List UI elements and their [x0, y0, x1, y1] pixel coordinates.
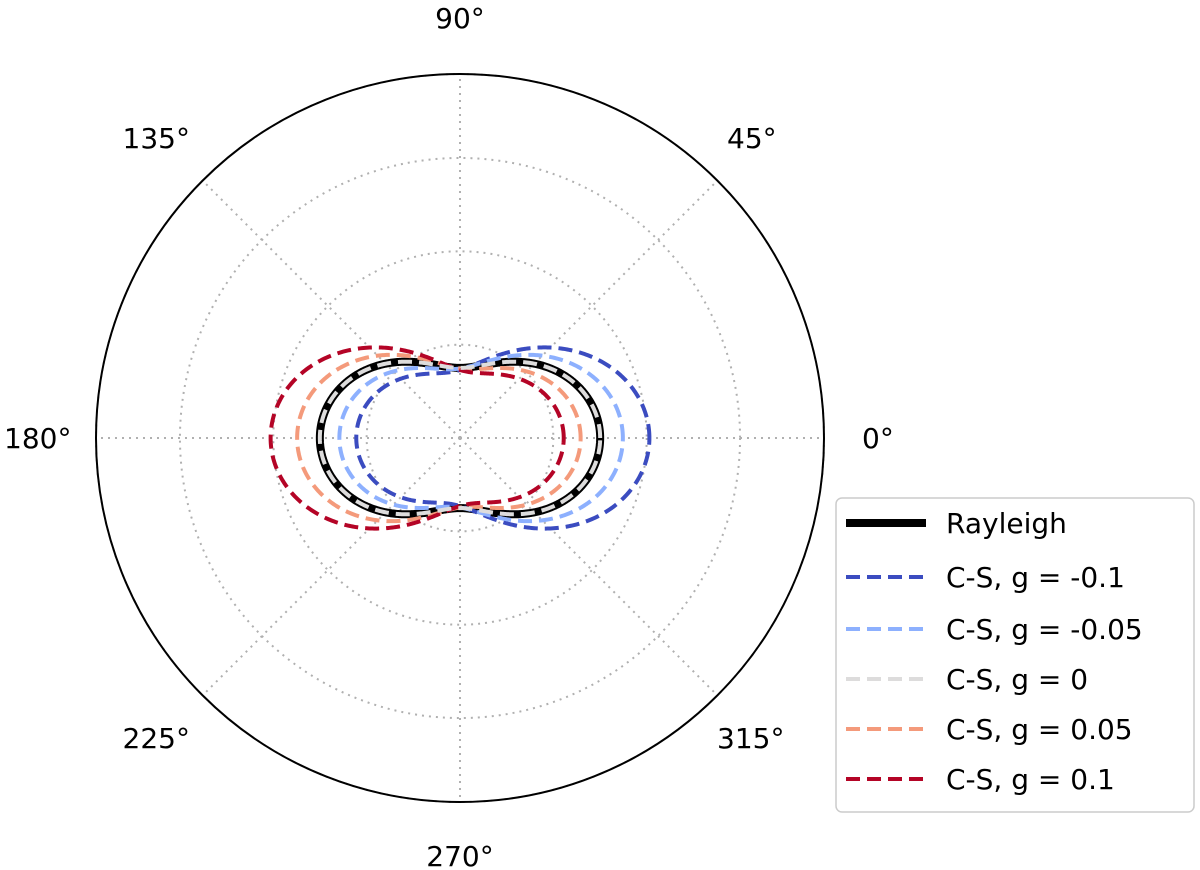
legend-label-cs-g-0: C-S, g = 0	[946, 663, 1088, 696]
legend-label-cs-g-0-05: C-S, g = 0.05	[946, 713, 1133, 746]
legend: Rayleigh C-S, g = -0.1 C-S, g = -0.05 C-…	[835, 497, 1195, 813]
legend-frame	[835, 497, 1195, 813]
legend-label-rayleigh: Rayleigh	[946, 507, 1067, 540]
theta-tick-label-270: 270°	[426, 840, 493, 870]
series-line-c-s-g-0-05	[337, 352, 625, 524]
theta-gridline-315	[459, 437, 719, 697]
theta-tick-label-45: 45°	[727, 122, 777, 155]
theta-tick-label-315: 315°	[717, 722, 784, 755]
polar-frame	[95, 73, 825, 803]
theta-gridline-135	[201, 179, 461, 439]
series-line-c-s-g-0	[317, 359, 603, 517]
r-gridline-2	[178, 156, 742, 720]
series-line-c-s-g-0-1	[268, 345, 566, 531]
legend-label-cs-g-neg-0-05: C-S, g = -0.05	[946, 613, 1143, 646]
theta-tick-label-180: 180°	[4, 422, 71, 455]
theta-tick-label-135: 135°	[123, 122, 190, 155]
r-gridline-1	[272, 250, 648, 626]
legend-label-cs-g-neg-0-1: C-S, g = -0.1	[946, 561, 1125, 594]
legend-label-cs-g-0-1: C-S, g = 0.1	[946, 763, 1115, 796]
grid-layer	[95, 73, 825, 803]
series-line-c-s-g-0-1	[354, 345, 652, 531]
theta-tick-label-90: 90°	[435, 2, 485, 35]
r-gridline-0	[365, 343, 555, 533]
series-layer	[268, 345, 652, 531]
series-line-c-s-g-0-05	[295, 352, 583, 524]
theta-tick-label-225: 225°	[123, 722, 190, 755]
theta-tick-label-0: 0°	[862, 422, 894, 455]
